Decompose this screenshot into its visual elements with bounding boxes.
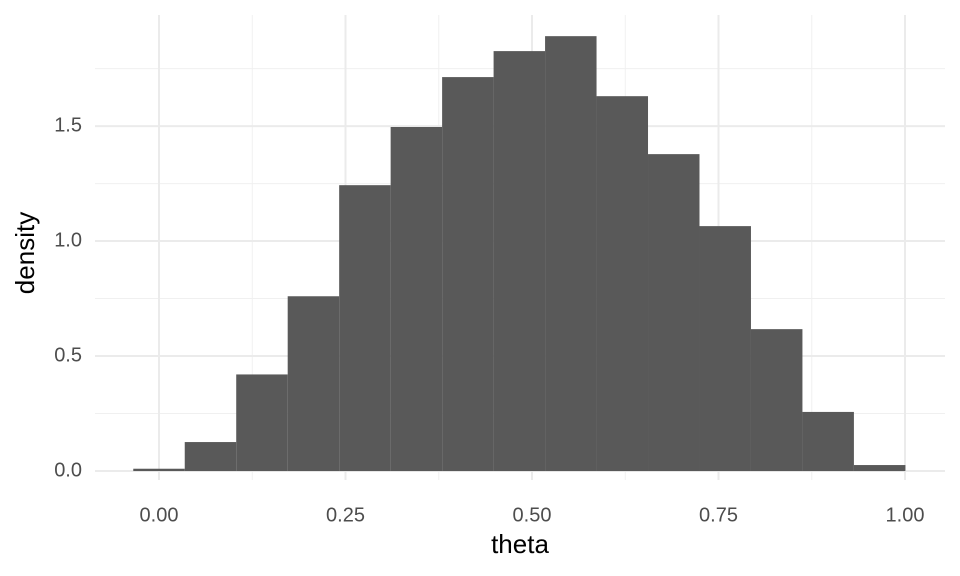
bar (184, 442, 237, 472)
x-tick-label: 0.25 (326, 504, 365, 526)
bar (133, 468, 185, 472)
y-axis-title: density (10, 212, 40, 294)
y-tick-label: 0.5 (54, 344, 82, 366)
bar (236, 374, 288, 472)
bar (750, 329, 803, 472)
x-tick-label: 0.00 (140, 504, 179, 526)
bar (339, 185, 391, 472)
bar (390, 126, 443, 472)
x-tick-label: 0.75 (699, 504, 738, 526)
y-tick-label: 1.0 (54, 229, 82, 251)
x-tick-label: 0.50 (513, 504, 552, 526)
x-axis-title: theta (491, 529, 549, 559)
bar (442, 77, 494, 472)
bar (802, 411, 854, 472)
y-tick-label: 0.0 (54, 459, 82, 481)
bar (648, 154, 700, 472)
bar (545, 36, 597, 472)
bar (493, 51, 546, 472)
bar (699, 226, 751, 472)
y-tick-label: 1.5 (54, 114, 82, 136)
bar (287, 296, 340, 472)
bar (596, 96, 649, 472)
bar (853, 465, 906, 472)
x-tick-label: 1.00 (886, 504, 925, 526)
